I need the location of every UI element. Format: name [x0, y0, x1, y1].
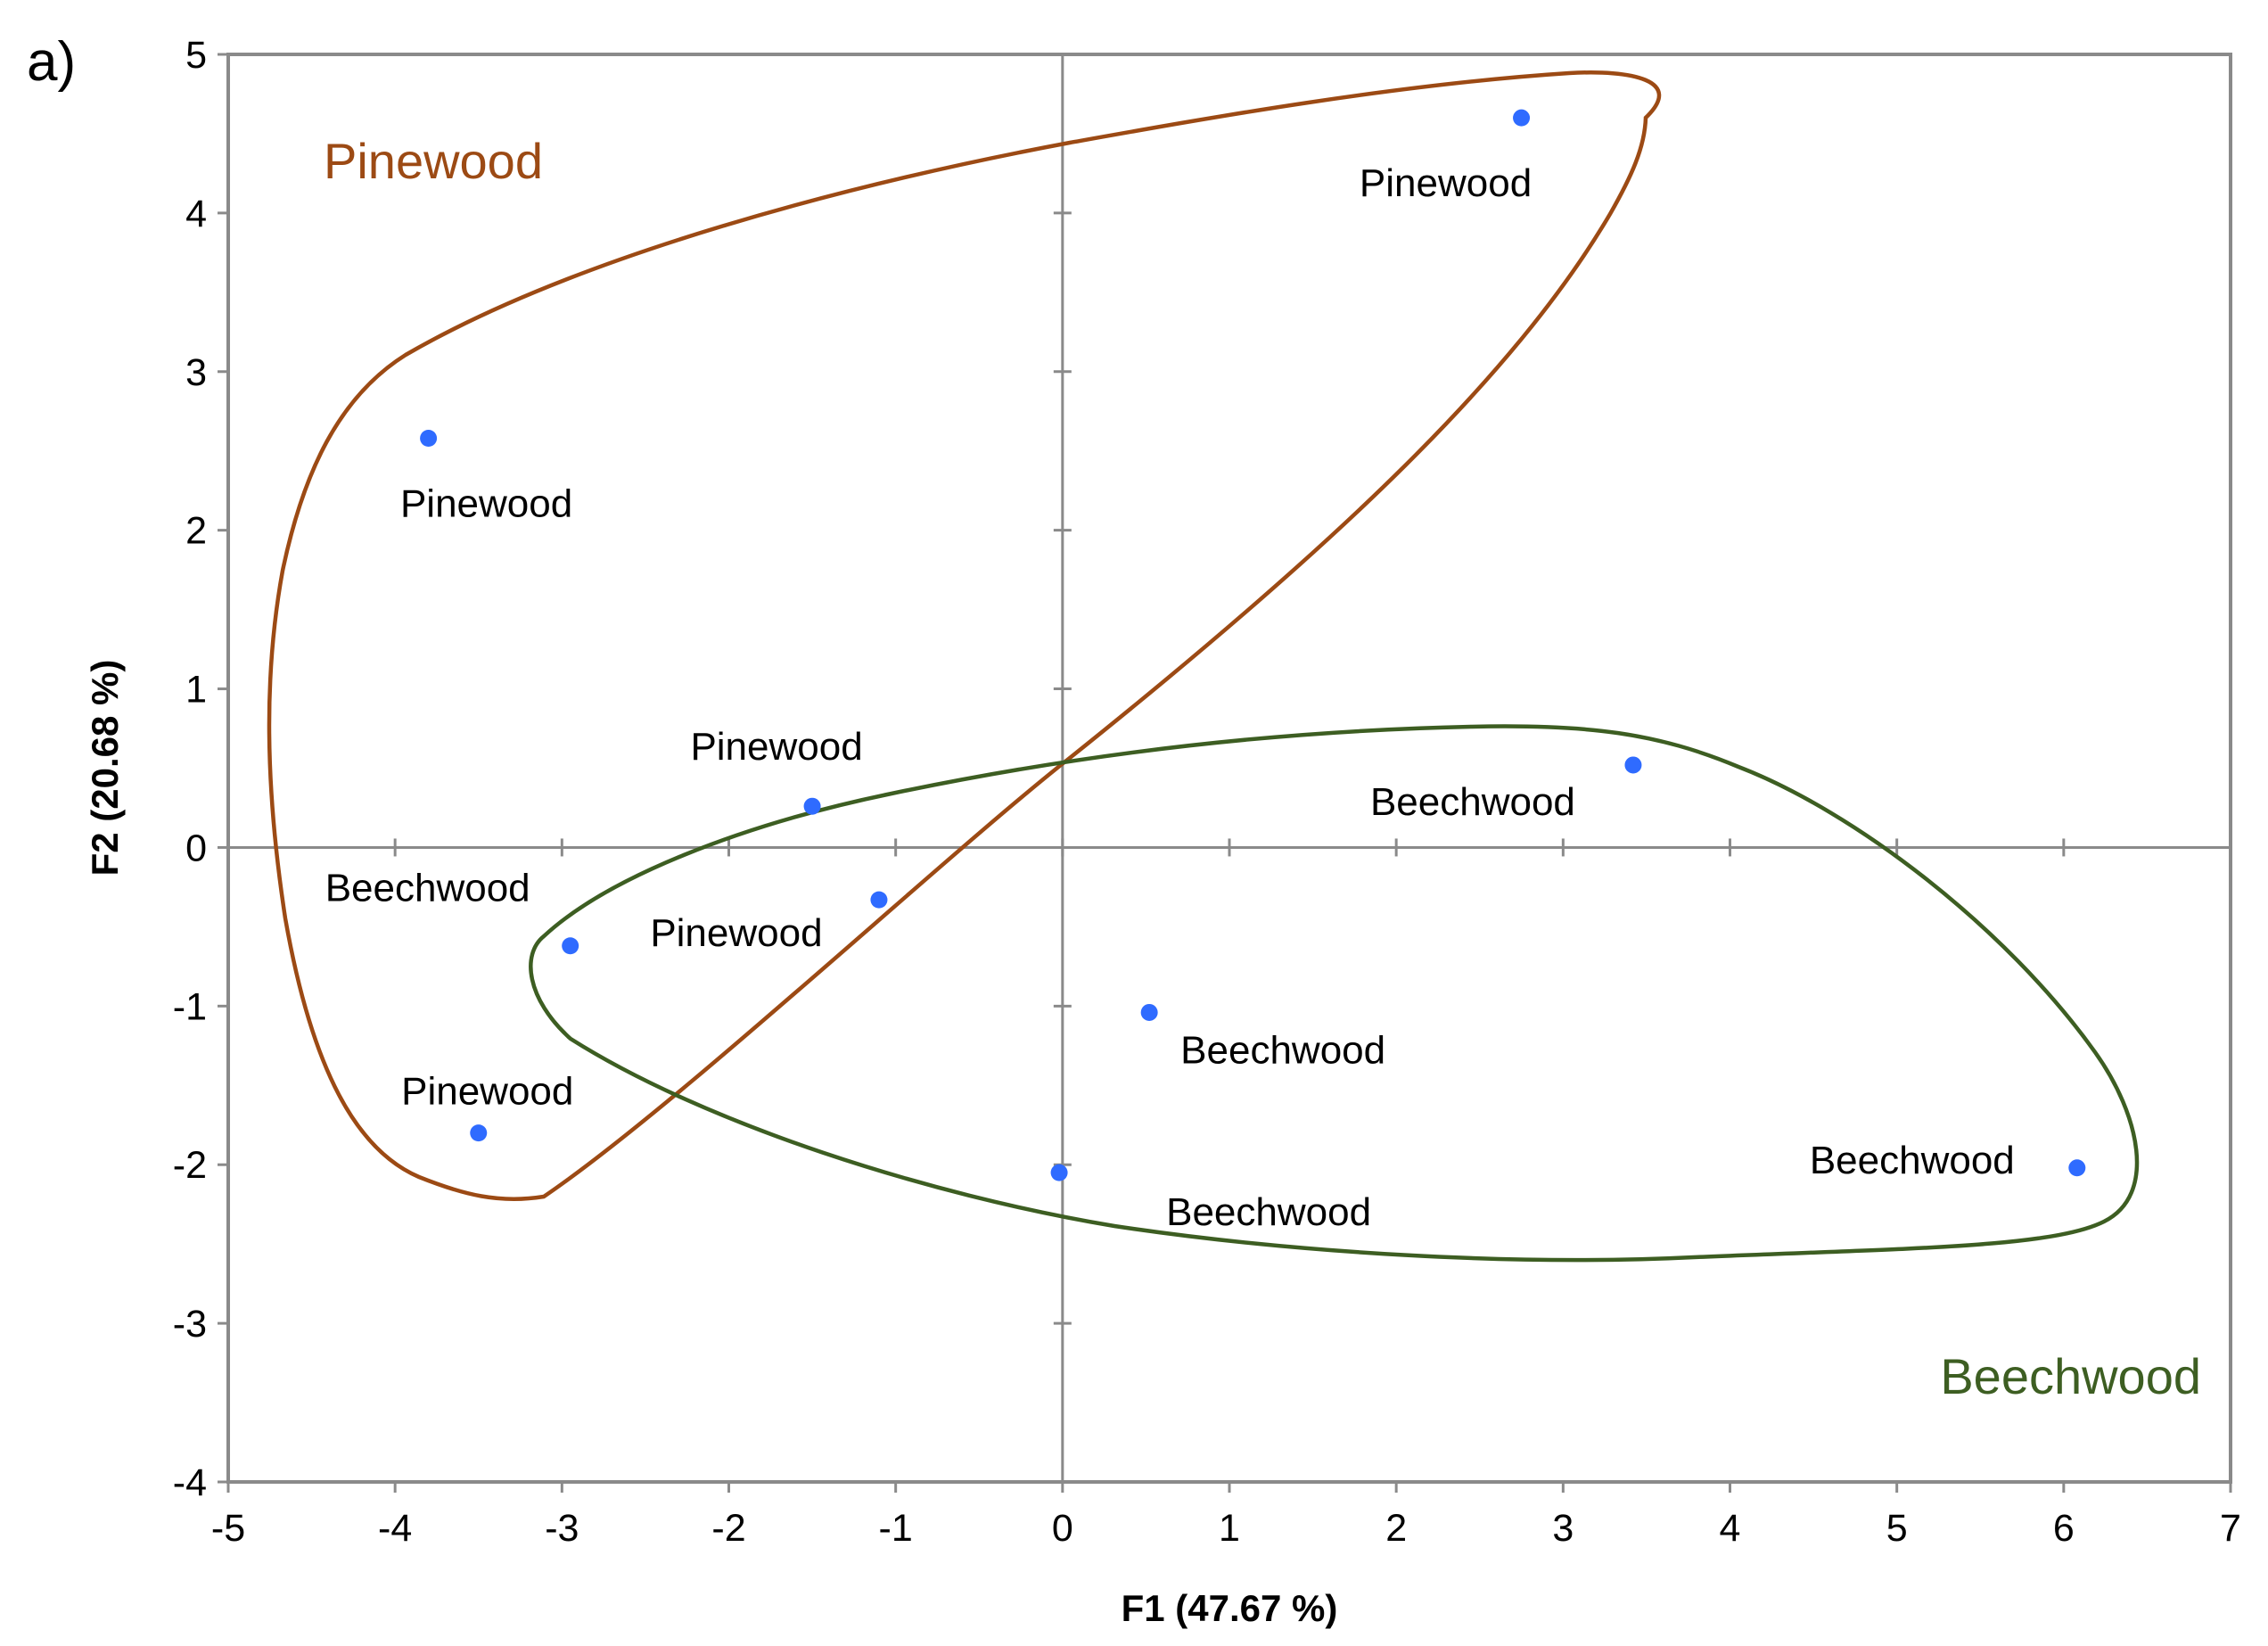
- y-tick-label: -1: [173, 985, 207, 1028]
- pinewood-group-label: Pinewood: [324, 133, 543, 189]
- x-tick-label: -1: [879, 1507, 913, 1550]
- x-axis-label: F1 (47.67 %): [1122, 1587, 1338, 1629]
- data-point: [1513, 109, 1531, 127]
- axes: [218, 53, 2232, 1493]
- y-tick-label: -2: [173, 1144, 207, 1187]
- y-axis-label: F2 (20.68 %): [84, 660, 126, 876]
- y-tick-label: -3: [173, 1303, 207, 1346]
- x-tick-label: 3: [1552, 1507, 1574, 1550]
- data-point: [2068, 1159, 2086, 1177]
- data-point: [1050, 1164, 1068, 1181]
- data-point: [1624, 756, 1642, 774]
- point-label: Beechwood: [1810, 1139, 2015, 1182]
- data-point: [870, 891, 888, 909]
- point-label: Beechwood: [1180, 1028, 1385, 1072]
- x-tick-label: 0: [1052, 1507, 1073, 1550]
- data-point: [1140, 1003, 1158, 1021]
- y-tick-label: 2: [185, 510, 207, 553]
- data-point: [803, 797, 821, 815]
- point-label: Pinewood: [650, 911, 822, 955]
- point-labels: Pinewood Pinewood Pinewood Pinewood Pinewood…: [325, 161, 2015, 1234]
- data-point: [420, 429, 438, 447]
- y-tick-label: -4: [173, 1461, 207, 1504]
- x-tick-label: -5: [211, 1507, 245, 1550]
- point-label: Pinewood: [1360, 161, 1532, 205]
- y-tick-label: 0: [185, 827, 207, 869]
- y-tick-label: 5: [185, 34, 207, 77]
- y-tick-label: 4: [185, 193, 207, 235]
- x-tick-label: 7: [2220, 1507, 2241, 1550]
- x-tick-label: -2: [711, 1507, 745, 1550]
- plot-frame: [226, 53, 2232, 1484]
- point-label: Beechwood: [1370, 780, 1575, 824]
- x-tick-label: 4: [1720, 1507, 1741, 1550]
- x-tick-label: 1: [1219, 1507, 1240, 1550]
- x-tick-label: 5: [1886, 1507, 1908, 1550]
- point-label: Pinewood: [690, 725, 862, 769]
- x-tick-labels: -5 -4 -3 -2 -1 0 1 2 3 4 5 6 7: [211, 1507, 2241, 1550]
- data-points: [420, 109, 2086, 1181]
- point-label: Beechwood: [325, 867, 530, 910]
- panel-label: a): [27, 31, 76, 93]
- point-label: Pinewood: [401, 1070, 573, 1114]
- data-point: [562, 937, 579, 955]
- y-tick-labels: 5 4 3 2 1 0 -1 -2 -3 -4: [173, 34, 207, 1504]
- point-label: Pinewood: [400, 481, 572, 525]
- group-labels: Pinewood Beechwood: [324, 133, 2201, 1404]
- pinewood-group-outline: [267, 70, 1662, 1202]
- x-tick-label: 6: [2053, 1507, 2075, 1550]
- y-tick-label: 3: [185, 351, 207, 394]
- beechwood-group-outline: [529, 724, 2140, 1263]
- beechwood-group-label: Beechwood: [1940, 1348, 2201, 1404]
- y-tick-label: 1: [185, 669, 207, 712]
- x-tick-label: 2: [1385, 1507, 1407, 1550]
- x-tick-label: -4: [378, 1507, 412, 1550]
- group-outlines: [267, 70, 2140, 1263]
- x-tick-label: -3: [545, 1507, 579, 1550]
- data-point: [470, 1124, 488, 1142]
- point-label: Beechwood: [1166, 1190, 1371, 1234]
